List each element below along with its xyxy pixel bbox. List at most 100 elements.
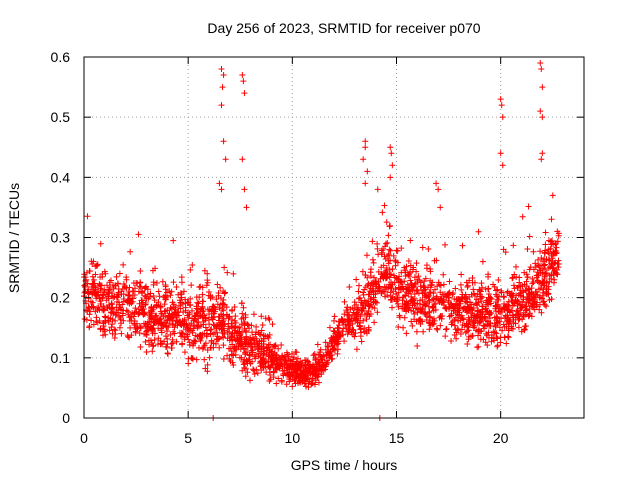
data-point: [227, 345, 234, 352]
data-point: [479, 258, 486, 265]
data-point: [531, 299, 538, 306]
data-point: [301, 375, 308, 382]
data-point: [190, 317, 197, 324]
data-point: [523, 271, 530, 278]
data-point: [202, 314, 209, 321]
data-point: [188, 282, 195, 289]
data-point: [380, 246, 387, 253]
data-point: [543, 256, 550, 263]
data-point: [526, 266, 533, 273]
data-point: [238, 315, 245, 322]
data-point: [432, 286, 439, 293]
data-point: [162, 281, 169, 288]
data-point: [145, 337, 152, 344]
data-point: [125, 291, 132, 298]
data-point: [390, 252, 397, 259]
data-point: [236, 324, 243, 331]
data-point: [554, 261, 561, 268]
data-point: [532, 288, 539, 295]
data-point: [177, 305, 184, 312]
data-point: [499, 114, 506, 121]
data-point: [529, 280, 536, 287]
data-point: [249, 347, 256, 354]
data-point: [533, 303, 540, 310]
data-point: [104, 305, 111, 312]
data-point: [191, 323, 198, 330]
data-point: [185, 360, 192, 367]
data-point: [252, 355, 259, 362]
data-point: [379, 209, 386, 216]
data-point: [381, 288, 388, 295]
data-point: [239, 367, 246, 374]
data-point: [498, 315, 505, 322]
y-axis-title: SRMTID / TECUs: [6, 183, 22, 293]
data-point: [109, 290, 116, 297]
data-point: [302, 357, 309, 364]
data-point: [271, 343, 278, 350]
data-point: [467, 299, 474, 306]
data-point: [278, 377, 285, 384]
data-point: [485, 286, 492, 293]
data-point: [214, 301, 221, 308]
data-point: [97, 325, 104, 332]
data-point: [311, 351, 318, 358]
data-point: [150, 292, 157, 299]
data-point: [459, 305, 466, 312]
data-point: [210, 331, 217, 338]
data-point: [520, 312, 527, 319]
data-point: [156, 293, 163, 300]
data-point: [526, 291, 533, 298]
data-point: [430, 290, 437, 297]
data-point: [286, 378, 293, 385]
data-point: [148, 326, 155, 333]
data-point: [335, 338, 342, 345]
data-point: [173, 338, 180, 345]
data-point: [462, 329, 469, 336]
data-point: [167, 304, 174, 311]
data-point: [417, 316, 424, 323]
data-point: [457, 330, 464, 337]
data-point: [128, 295, 135, 302]
data-point: [452, 285, 459, 292]
data-point: [418, 286, 425, 293]
data-point: [118, 288, 125, 295]
data-point: [116, 270, 123, 277]
data-point: [393, 298, 400, 305]
data-point: [254, 370, 261, 377]
data-point: [220, 72, 227, 79]
data-point: [511, 285, 518, 292]
data-point: [224, 269, 231, 276]
x-tick-label: 20: [493, 430, 509, 446]
data-point: [127, 248, 134, 255]
data-point: [437, 298, 444, 305]
data-point: [262, 333, 269, 340]
data-point: [234, 335, 241, 342]
data-point: [514, 284, 521, 291]
data-point: [164, 341, 171, 348]
data-point: [356, 323, 363, 330]
data-point: [118, 330, 125, 337]
data-point: [448, 321, 455, 328]
data-point: [243, 329, 250, 336]
data-point: [219, 300, 226, 307]
data-point: [420, 328, 427, 335]
data-point: [153, 279, 160, 286]
data-point: [144, 286, 151, 293]
data-point: [241, 90, 248, 97]
data-point: [88, 317, 95, 324]
data-point: [380, 275, 387, 282]
data-point: [430, 307, 437, 314]
data-point: [251, 344, 258, 351]
data-point: [541, 275, 548, 282]
data-point: [423, 262, 430, 269]
data-point: [125, 288, 132, 295]
data-point: [398, 245, 405, 252]
data-point: [105, 301, 112, 308]
data-point: [530, 304, 537, 311]
data-point: [263, 345, 270, 352]
data-point: [507, 290, 514, 297]
data-point: [169, 299, 176, 306]
y-tick-label: 0.5: [51, 109, 71, 125]
data-point: [354, 309, 361, 316]
data-point: [419, 290, 426, 297]
